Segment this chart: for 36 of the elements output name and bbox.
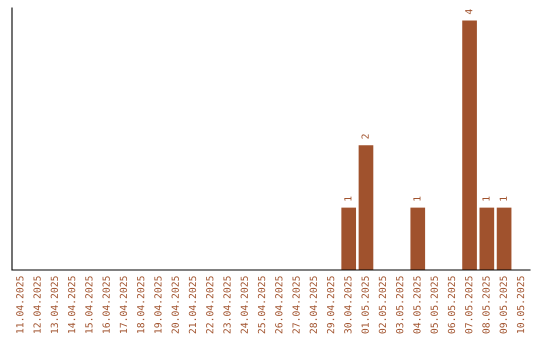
x-tick-label: 07.05.2025	[465, 276, 472, 334]
x-tick-label: 29.04.2025	[326, 276, 334, 334]
data-label: 1	[482, 196, 490, 201]
x-tick-label: 24.04.2025	[240, 276, 248, 334]
x-tick-label: 30.04.2025	[344, 276, 352, 334]
x-tick-label: 28.04.2025	[310, 276, 318, 334]
x-tick-label: 11.04.2025	[16, 276, 24, 333]
x-tick-label: 20.04.2025	[172, 276, 179, 334]
x-tick-label: 25.04.2025	[258, 276, 266, 334]
x-tick-label: 14.04.2025	[68, 276, 76, 333]
x-tick-label: 19.04.2025	[154, 276, 162, 333]
x-tick-label: 09.05.2025	[500, 276, 507, 334]
x-tick-label: 04.05.2025	[413, 276, 421, 334]
x-tick-label: 05.05.2025	[430, 276, 438, 334]
x-tick-label: 16.04.2025	[102, 276, 110, 333]
x-tick-label: 23.04.2025	[223, 276, 231, 334]
x-tick-label: 02.05.2025	[378, 276, 386, 334]
data-label: 4	[465, 9, 472, 14]
x-tick-label: 08.05.2025	[482, 276, 490, 334]
x-tick-label: 26.04.2025	[275, 276, 282, 334]
data-label: 2	[361, 134, 369, 139]
x-tick-label: 17.04.2025	[120, 276, 128, 333]
x-tick-label: 22.04.2025	[206, 276, 214, 334]
x-tick-label: 21.04.2025	[188, 276, 196, 334]
x-tick-label: 01.05.2025	[361, 276, 369, 334]
x-tick-label: 27.04.2025	[292, 276, 300, 334]
x-tick-label: 03.05.2025	[396, 276, 404, 334]
x-tick-label: 10.05.2025	[516, 276, 524, 333]
x-tick-label: 18.04.2025	[136, 276, 144, 333]
data-label: 1	[413, 196, 420, 201]
data-label: 1	[344, 196, 352, 201]
x-tick-label: 12.04.2025	[33, 276, 41, 333]
x-tick-label: 06.05.2025	[448, 276, 456, 334]
x-tick-label: 13.04.2025	[50, 276, 58, 333]
data-label: 1	[500, 196, 507, 201]
x-tick-label: 15.04.2025	[85, 276, 93, 333]
